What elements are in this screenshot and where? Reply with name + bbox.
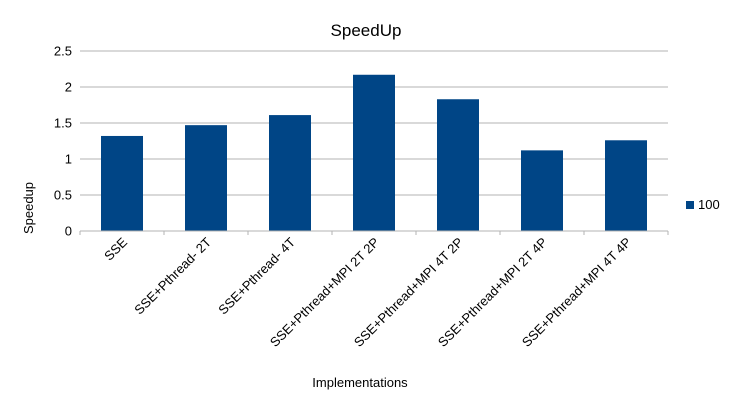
bar bbox=[353, 74, 395, 231]
y-tick-label: 1 bbox=[65, 152, 72, 167]
legend-swatch bbox=[686, 201, 694, 209]
y-tick-label: 2 bbox=[65, 80, 72, 95]
bar bbox=[101, 135, 143, 231]
y-tick-label: 2.5 bbox=[54, 44, 72, 59]
bar bbox=[605, 140, 647, 231]
y-axis-tick-labels: 0 0.5 1 1.5 2 2.5 bbox=[54, 44, 72, 239]
bars bbox=[101, 74, 647, 232]
x-axis-label: Implementations bbox=[312, 375, 408, 390]
bar bbox=[521, 150, 563, 231]
x-tick-label: SSE bbox=[101, 234, 130, 263]
x-axis-tick-labels: SSE SSE+Pthread- 2T SSE+Pthread- 4TSSE+Pth… bbox=[79, 231, 669, 350]
x-tick-label: SSE+Pthread- 4T bbox=[215, 234, 298, 317]
legend: 100 bbox=[686, 197, 720, 212]
y-tick-label: 1.5 bbox=[54, 116, 72, 131]
y-axis-label: Speedup bbox=[21, 182, 36, 234]
bar bbox=[185, 125, 227, 231]
bar bbox=[269, 115, 311, 231]
y-tick-label: 0 bbox=[65, 224, 72, 239]
bar bbox=[437, 99, 479, 232]
legend-label: 100 bbox=[698, 197, 720, 212]
x-tick-label: SSE+Pthread- 2T bbox=[131, 234, 214, 317]
chart-title: SpeedUp bbox=[331, 21, 402, 40]
y-tick-label: 0.5 bbox=[54, 188, 72, 203]
